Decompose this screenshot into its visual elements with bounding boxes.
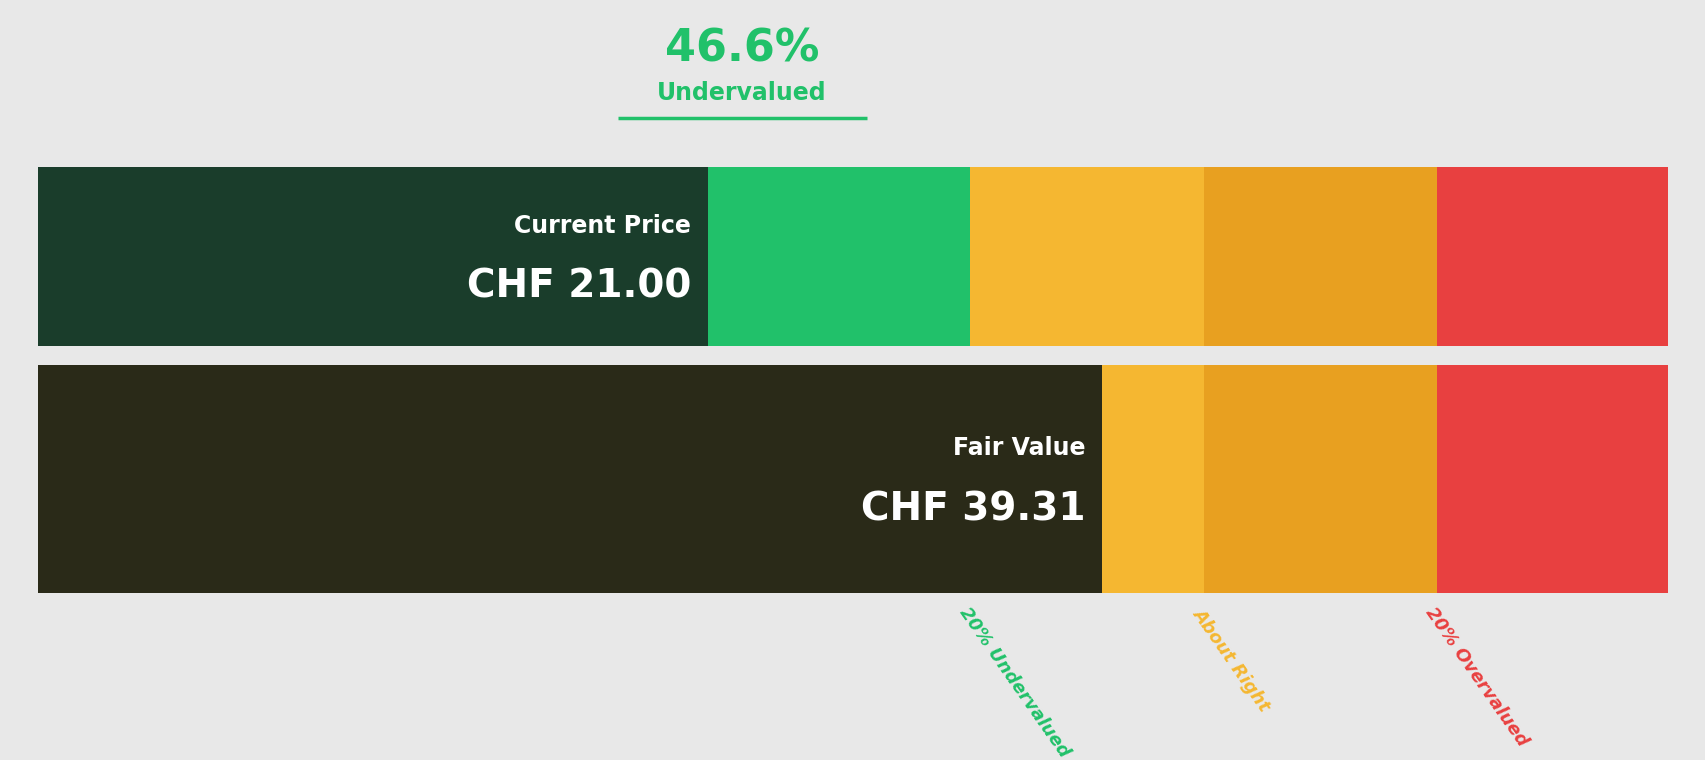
- Bar: [38, 365, 1101, 593]
- Bar: [38, 365, 970, 593]
- Text: Undervalued: Undervalued: [656, 81, 827, 105]
- Bar: [1204, 365, 1436, 593]
- Bar: [1204, 167, 1436, 346]
- Text: Current Price: Current Price: [513, 214, 691, 238]
- Text: CHF 39.31: CHF 39.31: [859, 490, 1084, 528]
- Text: About Right: About Right: [1188, 604, 1272, 714]
- Bar: [38, 167, 970, 346]
- Text: 46.6%: 46.6%: [665, 28, 818, 71]
- Bar: [1436, 365, 1667, 593]
- Text: 20% Undervalued: 20% Undervalued: [955, 604, 1072, 760]
- Text: CHF 21.00: CHF 21.00: [465, 268, 691, 306]
- Text: Fair Value: Fair Value: [951, 436, 1084, 461]
- Bar: [1436, 167, 1667, 346]
- Bar: [970, 365, 1204, 593]
- Bar: [970, 167, 1204, 346]
- Bar: [38, 167, 708, 346]
- Text: 20% Overvalued: 20% Overvalued: [1422, 604, 1531, 750]
